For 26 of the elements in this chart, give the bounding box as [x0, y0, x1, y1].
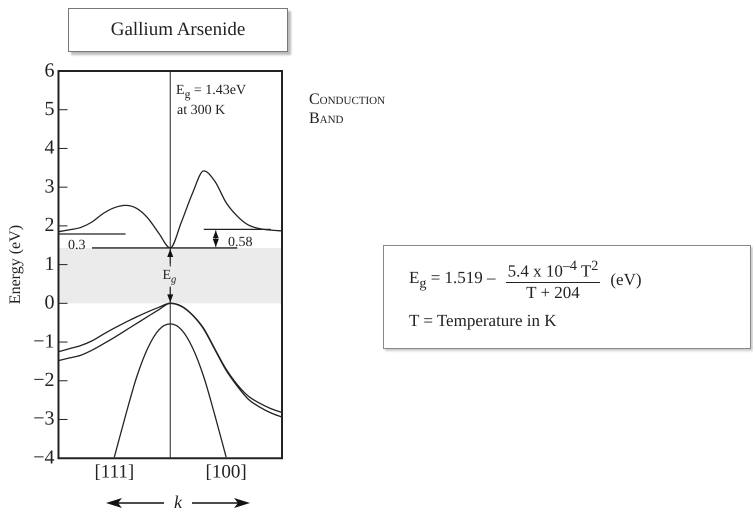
y-tick-label: −4 — [33, 446, 54, 468]
y-tick-label: 1 — [44, 252, 54, 275]
y-tick-label: 3 — [44, 175, 54, 198]
annotation: E$_{g}$ = 1.43eV — [176, 83, 246, 101]
y-tick-label: −3 — [33, 408, 54, 430]
text: T = Temperature in K — [409, 310, 558, 331]
y-tick-label: −1 — [33, 330, 54, 352]
text: Conduction Band — [309, 90, 386, 128]
x-tick-label: [100] — [206, 462, 247, 483]
x-tick-label: [111] — [94, 462, 134, 483]
text: T + 204 — [526, 282, 580, 303]
y-axis-title: Energy (eV) — [6, 224, 24, 304]
y-tick-label: 6 — [44, 59, 54, 82]
y-tick-label: 5 — [44, 98, 54, 120]
y-tick-label: 2 — [44, 214, 54, 236]
y-tick-label: 4 — [44, 136, 54, 159]
y-tick-label: −2 — [33, 369, 54, 392]
annotation: at 300 K — [177, 103, 226, 119]
annotation: 0.3 — [68, 238, 86, 254]
x-axis-title: k — [174, 492, 182, 513]
text: (eV) — [610, 270, 642, 290]
annotation: 0.58 — [228, 235, 252, 251]
text: E$_{g}$ = 1.519 – — [409, 268, 496, 293]
text: 5.4 x 10$^{–4}$ T$^{2}$ — [506, 258, 600, 283]
chart-title: Gallium Arsenide — [68, 8, 288, 52]
y-tick-label: 0 — [44, 292, 54, 314]
